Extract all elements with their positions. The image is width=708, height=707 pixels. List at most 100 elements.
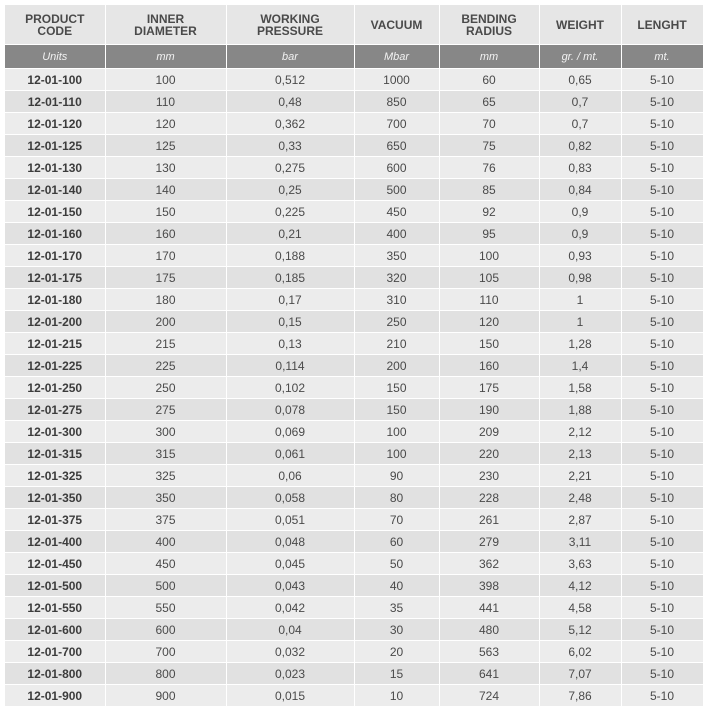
vacuum-cell: 10 — [354, 684, 440, 707]
working-pressure-cell: 0,051 — [226, 508, 355, 531]
product-code-cell: 12-01-600 — [5, 618, 106, 641]
length-cell: 5-10 — [621, 200, 704, 223]
header-inner-diameter: INNER DIAMETER — [105, 5, 227, 45]
bending-radius-cell: 76 — [439, 156, 540, 179]
working-pressure-cell: 0,078 — [226, 398, 355, 421]
weight-cell: 0,83 — [539, 156, 622, 179]
vacuum-cell: 80 — [354, 486, 440, 509]
working-pressure-cell: 0,043 — [226, 574, 355, 597]
bending-radius-cell: 261 — [439, 508, 540, 531]
length-cell: 5-10 — [621, 442, 704, 465]
table-row: 12-01-500 500 0,043 40 398 4,12 5-10 — [5, 574, 704, 597]
working-pressure-cell: 0,188 — [226, 244, 355, 267]
length-cell: 5-10 — [621, 574, 704, 597]
unit-cell: Units — [5, 44, 106, 69]
inner-diameter-cell: 170 — [105, 244, 227, 267]
product-code-cell: 12-01-550 — [5, 596, 106, 619]
length-cell: 5-10 — [621, 486, 704, 509]
inner-diameter-cell: 120 — [105, 112, 227, 135]
bending-radius-cell: 563 — [439, 640, 540, 663]
table-row: 12-01-250 250 0,102 150 175 1,58 5-10 — [5, 376, 704, 399]
product-code-cell: 12-01-110 — [5, 90, 106, 113]
length-cell: 5-10 — [621, 178, 704, 201]
length-cell: 5-10 — [621, 684, 704, 707]
inner-diameter-cell: 400 — [105, 530, 227, 553]
table-row: 12-01-215 215 0,13 210 150 1,28 5-10 — [5, 332, 704, 355]
vacuum-cell: 40 — [354, 574, 440, 597]
inner-diameter-cell: 500 — [105, 574, 227, 597]
vacuum-cell: 50 — [354, 552, 440, 575]
length-cell: 5-10 — [621, 156, 704, 179]
length-cell: 5-10 — [621, 244, 704, 267]
vacuum-cell: 500 — [354, 178, 440, 201]
length-cell: 5-10 — [621, 618, 704, 641]
table-row: 12-01-350 350 0,058 80 228 2,48 5-10 — [5, 486, 704, 509]
bending-radius-cell: 105 — [439, 266, 540, 289]
header-length: LENGHT — [621, 5, 704, 45]
length-cell: 5-10 — [621, 112, 704, 135]
weight-cell: 2,21 — [539, 464, 622, 487]
working-pressure-cell: 0,048 — [226, 530, 355, 553]
header-bending-radius-line1: BENDING — [461, 11, 517, 26]
product-code-cell: 12-01-130 — [5, 156, 106, 179]
vacuum-cell: 600 — [354, 156, 440, 179]
product-code-cell: 12-01-300 — [5, 420, 106, 443]
inner-diameter-cell: 130 — [105, 156, 227, 179]
vacuum-cell: 210 — [354, 332, 440, 355]
inner-diameter-cell: 110 — [105, 90, 227, 113]
product-code-cell: 12-01-140 — [5, 178, 106, 201]
length-cell: 5-10 — [621, 222, 704, 245]
table-row: 12-01-900 900 0,015 10 724 7,86 5-10 — [5, 684, 704, 707]
length-cell: 5-10 — [621, 266, 704, 289]
working-pressure-cell: 0,512 — [226, 68, 355, 91]
weight-cell: 4,58 — [539, 596, 622, 619]
table-row: 12-01-110 110 0,48 850 65 0,7 5-10 — [5, 90, 704, 113]
header-length-label: LENGHT — [637, 17, 687, 32]
length-cell: 5-10 — [621, 508, 704, 531]
inner-diameter-cell: 125 — [105, 134, 227, 157]
table-row: 12-01-375 375 0,051 70 261 2,87 5-10 — [5, 508, 704, 531]
bending-radius-cell: 724 — [439, 684, 540, 707]
table-row: 12-01-120 120 0,362 700 70 0,7 5-10 — [5, 112, 704, 135]
vacuum-cell: 450 — [354, 200, 440, 223]
header-vacuum: VACUUM — [354, 5, 440, 45]
bending-radius-cell: 65 — [439, 90, 540, 113]
vacuum-cell: 400 — [354, 222, 440, 245]
header-inner-diameter-line1: INNER — [146, 11, 185, 26]
bending-radius-cell: 480 — [439, 618, 540, 641]
header-working-pressure-line1: WORKING — [260, 11, 320, 26]
working-pressure-cell: 0,362 — [226, 112, 355, 135]
header-working-pressure-line2: PRESSURE — [256, 23, 324, 38]
inner-diameter-cell: 175 — [105, 266, 227, 289]
vacuum-cell: 650 — [354, 134, 440, 157]
header-weight: WEIGHT — [539, 5, 622, 45]
bending-radius-cell: 362 — [439, 552, 540, 575]
working-pressure-cell: 0,17 — [226, 288, 355, 311]
product-code-cell: 12-01-160 — [5, 222, 106, 245]
vacuum-cell: 700 — [354, 112, 440, 135]
working-pressure-cell: 0,102 — [226, 376, 355, 399]
product-code-cell: 12-01-180 — [5, 288, 106, 311]
table-row: 12-01-800 800 0,023 15 641 7,07 5-10 — [5, 662, 704, 685]
weight-cell: 1,88 — [539, 398, 622, 421]
weight-cell: 1,28 — [539, 332, 622, 355]
inner-diameter-cell: 100 — [105, 68, 227, 91]
length-cell: 5-10 — [621, 90, 704, 113]
vacuum-cell: 850 — [354, 90, 440, 113]
weight-cell: 0,9 — [539, 222, 622, 245]
weight-cell: 3,63 — [539, 552, 622, 575]
length-cell: 5-10 — [621, 134, 704, 157]
bending-radius-cell: 150 — [439, 332, 540, 355]
length-cell: 5-10 — [621, 552, 704, 575]
product-code-cell: 12-01-900 — [5, 684, 106, 707]
header-product-code-line1: PRODUCT — [25, 11, 85, 26]
working-pressure-cell: 0,114 — [226, 354, 355, 377]
vacuum-cell: 350 — [354, 244, 440, 267]
table-row: 12-01-225 225 0,114 200 160 1,4 5-10 — [5, 354, 704, 377]
unit-cell: gr. / mt. — [539, 44, 622, 69]
bending-radius-cell: 230 — [439, 464, 540, 487]
bending-radius-cell: 100 — [439, 244, 540, 267]
table-row: 12-01-315 315 0,061 100 220 2,13 5-10 — [5, 442, 704, 465]
inner-diameter-cell: 375 — [105, 508, 227, 531]
inner-diameter-cell: 600 — [105, 618, 227, 641]
